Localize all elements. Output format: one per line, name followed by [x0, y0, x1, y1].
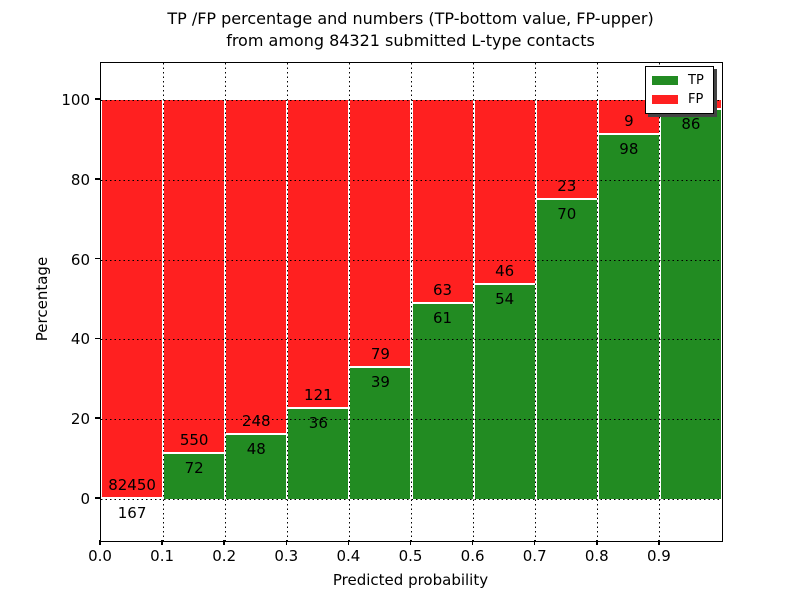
- y-tick-label: 80: [70, 170, 90, 189]
- y-tick-mark: [95, 178, 100, 180]
- tp-count-label: 39: [370, 372, 390, 391]
- y-tick-label: 60: [70, 250, 90, 269]
- gridline-vertical: [286, 63, 288, 541]
- tp-count-label: 54: [495, 289, 515, 308]
- x-tick-label: 0.8: [584, 547, 609, 565]
- tp-count-label: 167: [117, 504, 147, 523]
- x-tick-mark: [223, 540, 225, 545]
- bar-segment-fp: [287, 100, 350, 408]
- chart-title-line1: TP /FP percentage and numbers (TP-bottom…: [167, 9, 654, 28]
- gridline-vertical: [348, 63, 350, 541]
- x-tick-label: 0.5: [398, 547, 423, 565]
- bar-segment-tp: [349, 366, 412, 499]
- y-tick-mark: [95, 337, 100, 340]
- y-tick-mark: [95, 98, 100, 100]
- fp-count-label: 79: [370, 344, 390, 363]
- tp-count-label: 72: [184, 458, 204, 477]
- y-axis-label: Percentage: [33, 256, 51, 342]
- x-tick-mark: [658, 540, 660, 545]
- legend-entry-label: TP: [688, 73, 704, 88]
- x-tick-mark: [161, 540, 163, 545]
- fp-count-label: 248: [241, 412, 271, 431]
- gridline-vertical: [162, 63, 164, 541]
- fp-count-label: 9: [624, 111, 634, 130]
- x-axis-label: Predicted probability: [332, 571, 489, 589]
- bar-segment-tp: [473, 283, 536, 499]
- x-tick-label: 0.2: [212, 547, 237, 565]
- tp-count-label: 98: [619, 139, 639, 158]
- legend-entry: FP: [652, 92, 707, 107]
- bar-segment-fp: [535, 100, 598, 199]
- tp-count-label: 61: [433, 308, 453, 327]
- x-tick-mark: [596, 540, 598, 545]
- legend: TP FP: [645, 66, 714, 114]
- plot-area: 82450 167 550 72 248 48 121 36 79 39 63 61 46 54 23 70 9…: [100, 62, 723, 542]
- bar-segment-tp: [535, 198, 598, 499]
- tp-count-label: 70: [557, 204, 577, 223]
- fp-count-label: 82450: [108, 476, 156, 495]
- y-tick-label: 0: [80, 490, 90, 508]
- chart-title-line2: from among 84321 submitted L-type contac…: [226, 31, 595, 50]
- y-tick-mark: [95, 417, 100, 419]
- tp-count-label: 86: [681, 115, 701, 134]
- legend-entry: TP: [652, 73, 707, 88]
- x-tick-label: 0.4: [336, 547, 361, 565]
- bar-segment-tp: [659, 109, 722, 499]
- bar-segment-tp: [163, 452, 226, 499]
- bar-segment-fp: [473, 100, 536, 284]
- y-tick-mark: [95, 257, 100, 260]
- bar-segment-fp: [225, 100, 288, 435]
- bar-segment-fp: [349, 100, 412, 367]
- gridline-vertical: [535, 63, 537, 541]
- fp-count-label: 23: [557, 176, 577, 195]
- x-tick-mark: [533, 540, 536, 545]
- bar-segment-fp: [163, 100, 226, 453]
- tp-count-label: 36: [308, 413, 328, 432]
- y-tick-label: 40: [70, 330, 90, 349]
- x-tick-label: 0.0: [88, 547, 112, 565]
- fp-swatch-icon: [652, 95, 678, 104]
- fp-count-label: 63: [433, 280, 453, 299]
- gridline-vertical: [597, 63, 599, 541]
- bar-segment-tp: [411, 302, 474, 499]
- bar-segment-fp: [411, 100, 474, 303]
- gridline-vertical: [411, 63, 412, 541]
- x-tick-label: 0.1: [150, 547, 175, 565]
- tp-count-label: 48: [246, 440, 266, 459]
- bar-segment-tp: [101, 498, 164, 500]
- x-tick-label: 0.9: [646, 547, 671, 565]
- y-tick-label: 20: [70, 410, 90, 429]
- x-tick-mark: [99, 540, 101, 545]
- gridline-vertical: [224, 63, 226, 541]
- gridline-vertical: [473, 63, 475, 541]
- bar-segment-fp: [101, 100, 164, 499]
- y-tick-label: 100: [61, 91, 90, 109]
- x-tick-mark: [285, 540, 288, 545]
- x-tick-mark: [471, 540, 474, 545]
- chart-title: TP /FP percentage and numbers (TP-bottom…: [100, 8, 721, 52]
- fp-count-label: 121: [304, 385, 333, 404]
- gridline-vertical: [659, 63, 661, 541]
- bar-segment-tp: [225, 434, 288, 499]
- x-tick-label: 0.6: [460, 547, 485, 565]
- x-tick-mark: [409, 540, 412, 545]
- fp-count-label: 550: [179, 430, 209, 449]
- legend-entry-label: FP: [688, 92, 704, 107]
- bar-segment-tp: [287, 407, 350, 499]
- bar-segment-tp: [597, 133, 660, 499]
- fp-count-label: 46: [495, 261, 515, 280]
- x-tick-mark: [347, 540, 350, 545]
- tp-swatch-icon: [652, 76, 678, 85]
- x-tick-label: 0.3: [274, 547, 299, 565]
- y-tick-mark: [95, 497, 100, 499]
- x-tick-label: 0.7: [522, 547, 547, 565]
